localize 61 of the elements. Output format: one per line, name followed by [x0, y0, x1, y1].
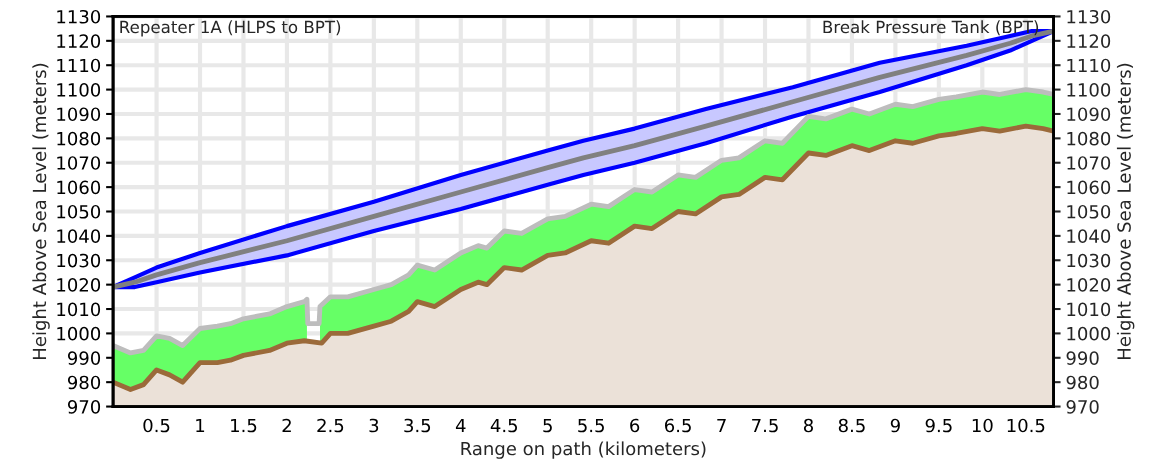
y-tick-label: 1030 — [57, 253, 101, 268]
x-tick-label: 6.5 — [665, 418, 691, 433]
y-tick-label: 1040 — [57, 229, 101, 243]
y2-tick-label: 1040 — [1067, 229, 1111, 243]
x-tick-label: 9 — [890, 418, 900, 433]
x-tick-label: 2 — [282, 418, 291, 433]
y2-tick-label: 990 — [1066, 351, 1099, 365]
line-series — [113, 87, 1054, 356]
y2-tick-label: 1070 — [1067, 156, 1111, 170]
annotation: Break Pressure Tank (BPT) — [823, 20, 1039, 36]
x-tick-label: 2.5 — [317, 418, 344, 433]
x-tick-label: 3.5 — [404, 418, 431, 433]
y-tick-label: 1100 — [57, 83, 101, 97]
y-tick-label: 970 — [67, 400, 101, 414]
y-tick-label: 1010 — [57, 302, 101, 317]
x-tick-label: 6 — [630, 418, 640, 433]
y2-tick-label: 1120 — [1067, 34, 1111, 48]
y-tick-label: 990 — [67, 351, 101, 365]
y2-axis-title: Height Above Sea Level (meters) — [1116, 63, 1135, 359]
y2-tick-label: 1030 — [1067, 253, 1111, 268]
x-tick-label: 4.5 — [490, 418, 518, 433]
y2-tick-label: 1090 — [1067, 107, 1111, 122]
y-tick-label: 1090 — [57, 107, 101, 122]
y-tick-label: 1070 — [57, 156, 101, 170]
y-tick-label: 1060 — [57, 180, 101, 195]
x-tick-label: 9.5 — [925, 418, 952, 433]
y-tick-label: 980 — [67, 375, 101, 390]
y2-tick-label: 1110 — [1067, 58, 1111, 73]
annotation: Repeater 1A (HLPS to BPT) — [120, 20, 341, 37]
y2-tick-label: 1130 — [1067, 9, 1111, 24]
y2-tick-label: 1010 — [1067, 302, 1111, 317]
y2-tick-label: 1050 — [1067, 204, 1111, 219]
y-axis-title: Height Above Sea Level (meters) — [32, 63, 50, 359]
x-tick-label: 7 — [717, 418, 726, 433]
x-tick-label: 4 — [455, 418, 466, 433]
y2-tick-label: 1060 — [1067, 180, 1111, 195]
y2-tick-label: 970 — [1066, 400, 1099, 414]
y-tick-label: 1000 — [57, 326, 101, 341]
y-tick-label: 1110 — [57, 58, 101, 73]
x-tick-label: 8 — [803, 418, 813, 433]
x-axis-title: Range on path (kilometers) — [461, 441, 706, 459]
x-tick-label: 0.5 — [143, 418, 170, 433]
x-tick-label: 10 — [972, 418, 993, 433]
x-tick-label: 1 — [196, 418, 205, 433]
y-tick-label: 1080 — [57, 131, 101, 146]
y-tick-label: 1020 — [57, 278, 101, 292]
y2-tick-label: 1000 — [1067, 326, 1111, 341]
y2-tick-label: 1100 — [1067, 83, 1111, 97]
x-tick-label: 10.5 — [1007, 418, 1045, 433]
y-tick-label: 1120 — [57, 34, 101, 48]
y2-tick-label: 980 — [1066, 375, 1099, 390]
x-tick-label: 8.5 — [838, 418, 865, 433]
x-tick-label: 5 — [543, 418, 552, 433]
x-tick-label: 1.5 — [231, 418, 257, 433]
y-tick-label: 1130 — [57, 9, 101, 24]
x-tick-label: 3 — [369, 418, 379, 433]
y2-tick-label: 1020 — [1067, 278, 1111, 292]
x-tick-label: 5.5 — [578, 418, 604, 433]
y-tick-label: 1050 — [57, 204, 101, 219]
y2-tick-label: 1080 — [1067, 131, 1111, 146]
x-tick-label: 7.5 — [752, 418, 778, 433]
